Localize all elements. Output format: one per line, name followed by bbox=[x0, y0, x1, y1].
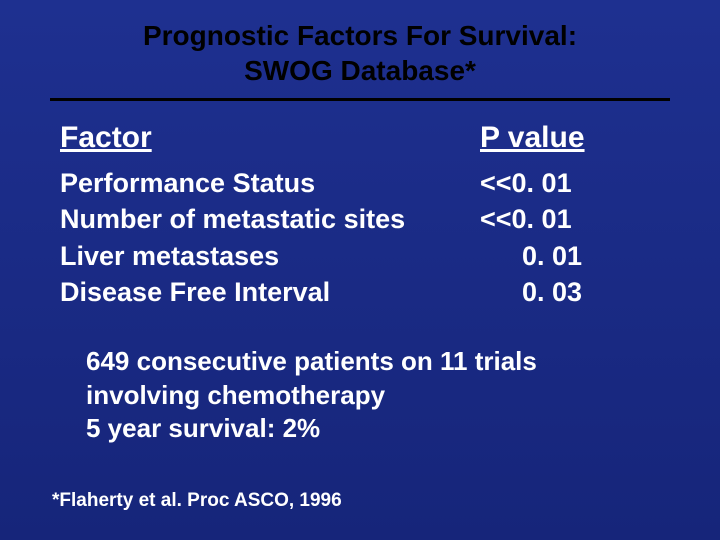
table-row: Performance Status <<0. 01 bbox=[60, 165, 660, 201]
slide: Prognostic Factors For Survival: SWOG Da… bbox=[0, 0, 720, 540]
cell-pvalue: 0. 03 bbox=[480, 274, 660, 310]
title-line-2: SWOG Database* bbox=[60, 53, 660, 88]
title-divider bbox=[50, 98, 670, 101]
table-row: Liver metastases 0. 01 bbox=[60, 238, 660, 274]
note-line-1: 649 consecutive patients on 11 trials bbox=[86, 345, 670, 379]
cell-factor: Liver metastases bbox=[60, 238, 480, 274]
cell-pvalue: <<0. 01 bbox=[480, 165, 660, 201]
cell-factor: Performance Status bbox=[60, 165, 480, 201]
header-pvalue: P value bbox=[480, 121, 660, 165]
slide-title: Prognostic Factors For Survival: SWOG Da… bbox=[60, 18, 660, 88]
title-line-1: Prognostic Factors For Survival: bbox=[60, 18, 660, 53]
table-row: Disease Free Interval 0. 03 bbox=[60, 274, 660, 310]
note-line-2: involving chemotherapy bbox=[86, 379, 670, 413]
cell-factor: Disease Free Interval bbox=[60, 274, 480, 310]
cell-pvalue: <<0. 01 bbox=[480, 201, 660, 237]
cell-pvalue: 0. 01 bbox=[480, 238, 660, 274]
footnote-citation: *Flaherty et al. Proc ASCO, 1996 bbox=[52, 490, 342, 512]
note-line-3: 5 year survival: 2% bbox=[86, 412, 670, 446]
header-factor: Factor bbox=[60, 121, 480, 165]
summary-notes: 649 consecutive patients on 11 trials in… bbox=[86, 345, 670, 446]
table-header-row: Factor P value bbox=[60, 121, 660, 165]
factors-table: Factor P value Performance Status <<0. 0… bbox=[60, 121, 660, 311]
table-row: Number of metastatic sites <<0. 01 bbox=[60, 201, 660, 237]
cell-factor: Number of metastatic sites bbox=[60, 201, 480, 237]
